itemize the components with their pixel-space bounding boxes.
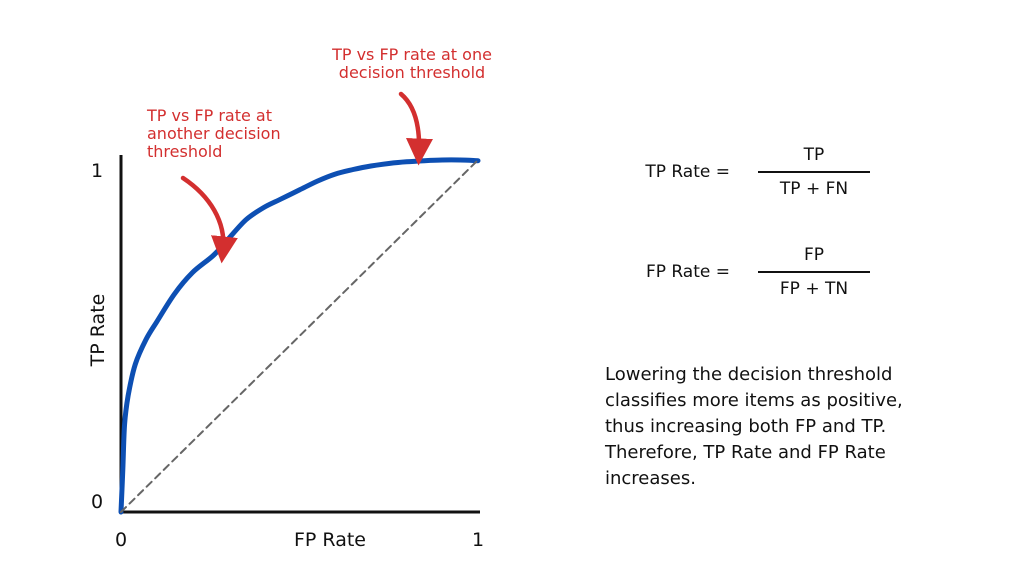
x-axis-label: FP Rate [294,529,366,551]
x-tick-label-0: 0 [115,529,127,551]
tp-rate-formula-label: TP Rate = [645,162,730,182]
annotation-line: TP vs FP rate at one [331,45,492,64]
annotation-line: TP vs FP rate at [146,106,272,125]
y-tick-label-0: 0 [91,491,103,513]
fraction-bar [758,171,870,173]
tp-rate-formula: TP Rate = TP TP + FN [610,145,870,199]
annotation-arrow-2 [180,175,238,264]
tp-rate-fraction: TP TP + FN [758,145,870,199]
fp-rate-formula: FP Rate = FP FP + TN [610,245,870,299]
explanation-text: Lowering the decision threshold classifi… [605,364,903,489]
fp-rate-fraction: FP FP + TN [758,245,870,299]
fp-rate-numerator: FP [803,245,825,265]
y-tick-label-1: 1 [91,160,103,182]
annotation-text-2: TP vs FP rate at another decision threshol… [146,106,281,161]
annotation-text-1: TP vs FP rate at one decision threshold [331,45,492,82]
tp-rate-numerator: TP [803,145,825,165]
tp-rate-denominator: TP + FN [779,179,849,199]
annotation-arrow-1 [398,91,433,166]
annotation-line: decision threshold [339,63,485,82]
diagonal-reference-line [120,159,479,513]
fp-rate-formula-label: FP Rate = [645,262,730,282]
y-axis-label: TP Rate [87,294,109,368]
annotation-line: another decision [147,124,281,143]
annotations: TP vs FP rate at one decision thresholdTP… [146,45,492,264]
labels: 0 1 0 1 FP Rate TP Rate [87,160,484,551]
fraction-bar [758,271,870,273]
fp-rate-denominator: FP + TN [779,279,849,299]
annotation-line: threshold [147,142,222,161]
x-tick-label-1: 1 [472,529,484,551]
series-group [118,157,481,515]
